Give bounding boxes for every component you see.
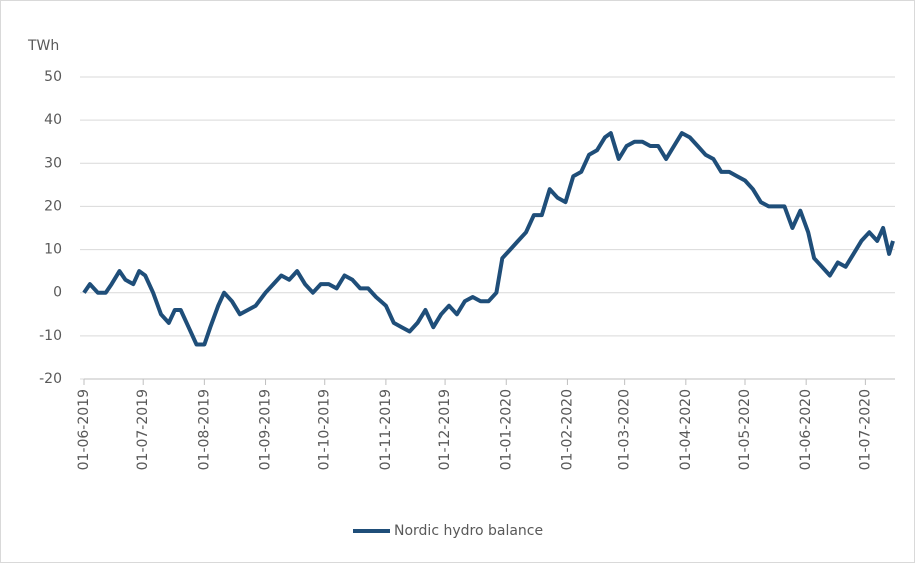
x-tick-label: 01-06-2019 xyxy=(76,389,92,470)
y-tick-label: 20 xyxy=(44,198,62,214)
y-tick-label: 50 xyxy=(44,69,62,85)
legend-label: Nordic hydro balance xyxy=(394,523,543,539)
y-tick-label: -20 xyxy=(39,371,62,387)
x-tick-label: 01-12-2019 xyxy=(437,389,453,470)
x-tick-label: 01-11-2019 xyxy=(378,389,394,470)
x-tick-label: 01-01-2020 xyxy=(498,389,514,470)
x-tick-label: 01-05-2020 xyxy=(737,389,753,470)
x-tick-label: 01-03-2020 xyxy=(617,389,633,470)
series-line xyxy=(82,131,895,347)
y-tick-label: 40 xyxy=(44,112,62,128)
x-tick-label: 01-08-2019 xyxy=(196,389,212,470)
y-tick-label: 10 xyxy=(44,242,62,258)
y-tick-label: -10 xyxy=(39,328,62,344)
x-tick-label: 01-02-2020 xyxy=(559,389,575,470)
x-tick-label: 01-07-2020 xyxy=(857,389,873,470)
y-tick-label: 0 xyxy=(53,285,62,301)
x-tick-label: 01-07-2019 xyxy=(135,389,151,470)
x-tick-label: 01-09-2019 xyxy=(258,389,274,470)
x-tick-label: 01-04-2020 xyxy=(678,389,694,470)
y-tick-label: 30 xyxy=(44,155,62,171)
x-tick-label: 01-10-2019 xyxy=(317,389,333,470)
y-axis-label: TWh xyxy=(27,38,59,54)
x-tick-label: 01-06-2020 xyxy=(798,389,814,470)
